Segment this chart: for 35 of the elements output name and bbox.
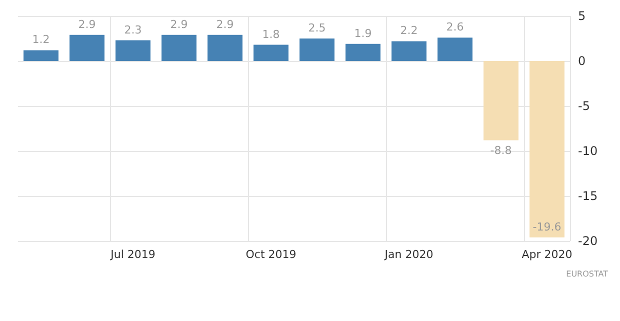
x-tick-label: Jan 2020 bbox=[384, 248, 434, 261]
x-tick-label: Jul 2019 bbox=[110, 248, 156, 261]
data-label: 2.2 bbox=[400, 24, 418, 38]
data-label: 2.9 bbox=[78, 18, 96, 31]
y-tick-label: -10 bbox=[578, 144, 598, 158]
bar bbox=[208, 34, 242, 61]
data-label: 2.3 bbox=[124, 23, 142, 36]
bar bbox=[346, 44, 380, 61]
x-tick-label: Oct 2019 bbox=[246, 248, 296, 261]
bar bbox=[24, 50, 58, 61]
data-label: 2.6 bbox=[446, 20, 464, 34]
data-label: -8.8 bbox=[490, 144, 512, 158]
data-label: 1.2 bbox=[32, 33, 50, 46]
data-label: 2.9 bbox=[216, 18, 234, 31]
bar bbox=[484, 61, 518, 140]
bar bbox=[438, 38, 472, 61]
bar bbox=[116, 40, 150, 61]
data-label: 1.8 bbox=[262, 28, 280, 41]
y-tick-label: 5 bbox=[578, 9, 586, 23]
y-tick-label: -15 bbox=[578, 189, 598, 203]
data-label: 2.5 bbox=[308, 22, 326, 34]
bar bbox=[392, 41, 426, 61]
y-tick-label: -20 bbox=[578, 234, 598, 248]
bar bbox=[300, 38, 334, 61]
bar bbox=[70, 34, 104, 61]
x-tick-label: Apr 2020 bbox=[522, 248, 572, 261]
text: EUROSTAT bbox=[566, 270, 608, 278]
y-tick-label: 0 bbox=[578, 54, 586, 68]
bar bbox=[254, 44, 288, 61]
bar bbox=[162, 34, 196, 61]
y-tick-label: -5 bbox=[578, 99, 590, 113]
bar bbox=[530, 61, 564, 238]
data-label: 2.9 bbox=[170, 18, 188, 31]
data-label: -19.6 bbox=[532, 220, 562, 234]
data-label: 1.9 bbox=[354, 26, 372, 40]
